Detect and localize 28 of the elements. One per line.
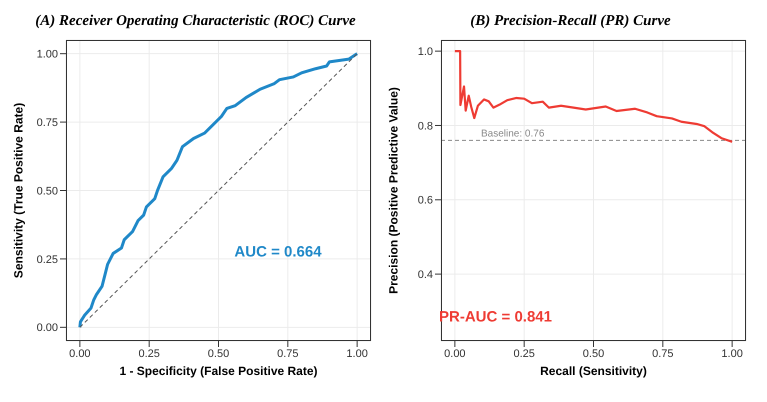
x-tick-label: 0.50 [208, 348, 230, 360]
line-series [454, 50, 734, 143]
x-tick-label: 0.00 [444, 348, 466, 360]
y-tick-label: 0.6 [418, 194, 433, 207]
y-tick-label: 0.75 [36, 116, 58, 129]
y-axis-title: Sensitivity (True Positive Rate) [11, 102, 26, 278]
annotation: AUC = 0.664 [234, 243, 322, 260]
chart-title: (B) Precision-Recall (PR) Curve [469, 12, 672, 31]
y-tick-label: 0.25 [36, 254, 58, 266]
y-tick-label: 1.0 [418, 46, 433, 58]
x-axis-title: 1 - Specificity (False Positive Rate) [119, 364, 318, 378]
y-tick-label: 0.00 [36, 322, 58, 334]
x-tick-label: 0.25 [513, 348, 535, 360]
x-tick-label: 1.00 [346, 348, 368, 360]
x-axis-title: Recall (Sensitivity) [540, 364, 647, 378]
y-tick-label: 0.8 [418, 120, 433, 132]
x-tick-label: 0.00 [69, 348, 91, 360]
y-tick-label: 0.4 [418, 269, 433, 282]
y-tick-label: 0.50 [36, 185, 58, 198]
x-tick-label: 0.75 [652, 348, 674, 360]
x-tick-label: 0.50 [582, 348, 604, 360]
x-tick-label: 1.00 [721, 348, 743, 360]
x-tick-label: 0.25 [138, 348, 160, 360]
y-axis-title: Precision (Positive Predictive Value) [386, 87, 400, 294]
y-tick-label: 1.00 [36, 48, 58, 61]
chart-title: (A) Receiver Operating Characteristic (ROC) Curve [34, 12, 357, 31]
x-tick-label: 0.75 [277, 348, 299, 360]
ref-line-label: Baseline: 0.76 [481, 128, 545, 140]
